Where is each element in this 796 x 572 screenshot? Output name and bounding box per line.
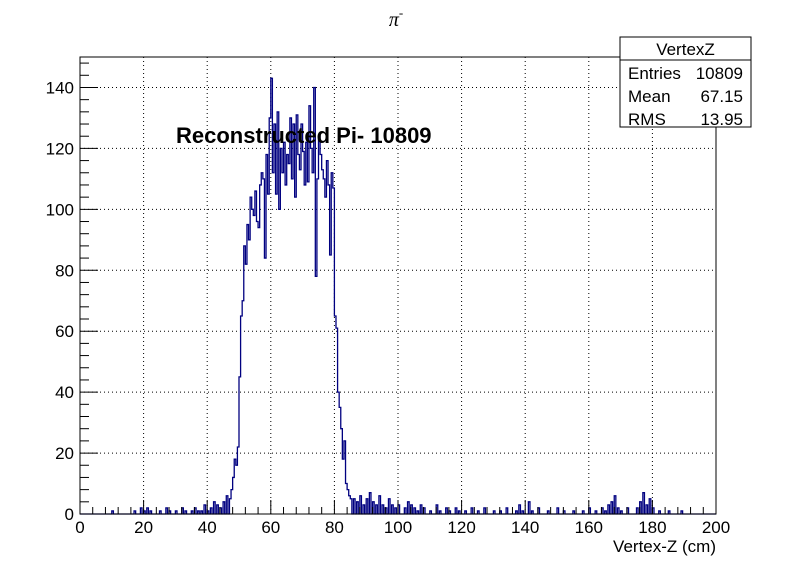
x-tick-label: 120 [447,518,475,537]
x-tick-label: 80 [325,518,344,537]
x-tick-labels: 0 20 40 60 80 100 120 140 160 180 200 [75,518,730,537]
y-tick-label: 20 [55,444,74,463]
y-tick-label: 0 [65,505,74,524]
stats-value-entries: 10809 [696,64,743,83]
stats-label-mean: Mean [628,87,671,106]
y-tick-label: 40 [55,383,74,402]
chart-title: π- [389,5,403,31]
stats-label-rms: RMS [628,110,666,129]
stats-label-entries: Entries [628,64,681,83]
y-tick-labels: 0 20 40 60 80 100 120 140 [46,78,74,524]
x-tick-label: 20 [134,518,153,537]
stats-value-mean: 67.15 [700,87,743,106]
x-tick-label: 160 [575,518,603,537]
stats-box: VertexZ Entries 10809 Mean 67.15 RMS 13.… [619,36,752,129]
grid [80,57,716,514]
axis-ticks [79,62,717,515]
stats-value-rms: 13.95 [700,110,743,129]
x-tick-label: 60 [261,518,280,537]
x-tick-label: 0 [75,518,84,537]
x-tick-label: 100 [384,518,412,537]
y-tick-label: 140 [46,78,74,97]
stats-box-title: VertexZ [656,40,715,59]
y-tick-label: 60 [55,322,74,341]
y-tick-label: 100 [46,200,74,219]
x-tick-label: 40 [198,518,217,537]
chart-annotation: Reconstructed Pi- 10809 [176,123,432,148]
y-tick-label: 120 [46,139,74,158]
y-tick-label: 80 [55,261,74,280]
x-tick-label: 200 [702,518,730,537]
x-axis-title: Vertex-Z (cm) [613,537,716,556]
x-tick-label: 140 [511,518,539,537]
x-tick-label: 180 [638,518,666,537]
